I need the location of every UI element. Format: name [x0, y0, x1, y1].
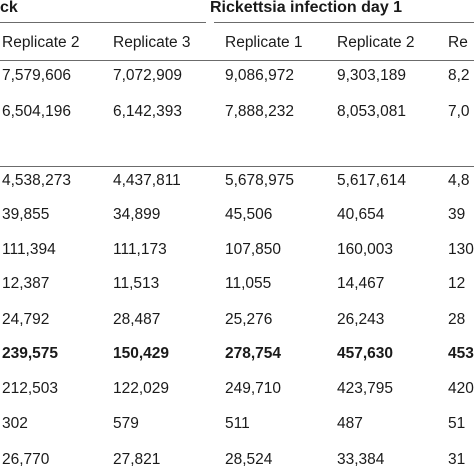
table-cell: 111,394 — [2, 241, 56, 258]
table-cell: 28,487 — [113, 311, 161, 328]
table-cell: 160,003 — [337, 241, 394, 258]
table-cell: 302 — [2, 415, 28, 432]
table-cell: 150,429 — [113, 345, 170, 362]
header-rule-right — [214, 22, 474, 23]
table-cell: 8,2 — [448, 67, 470, 84]
table-cell: 12 — [448, 275, 466, 292]
table-cell: 33,384 — [337, 451, 385, 468]
table-cell: 423,795 — [337, 380, 394, 397]
header-rule-left — [0, 22, 206, 23]
table-cell: 420 — [448, 380, 474, 397]
column-header: Re — [448, 34, 468, 51]
table-cell: 28 — [448, 311, 466, 328]
table-cell: 249,710 — [225, 380, 282, 397]
table-cell: 239,575 — [2, 345, 59, 362]
table-cell: 14,467 — [337, 275, 385, 292]
table-cell: 28,524 — [225, 451, 273, 468]
group-header-rickettsia: Rickettsia infection day 1 — [210, 0, 403, 16]
column-header: Replicate 2 — [2, 34, 80, 51]
column-header: Replicate 3 — [113, 34, 191, 51]
table-cell: 487 — [337, 415, 363, 432]
table-cell: 111,173 — [113, 241, 167, 258]
table-cell: 7,0 — [448, 103, 470, 120]
table-cell: 39 — [448, 206, 466, 223]
table-cell: 6,142,393 — [113, 103, 182, 120]
table-cell: 45,506 — [225, 206, 273, 223]
table-cell: 5,617,614 — [337, 172, 406, 189]
table-cell: 9,086,972 — [225, 67, 294, 84]
table-cell: 26,770 — [2, 451, 50, 468]
table-cell: 4,8 — [448, 172, 470, 189]
table-cell: 31 — [448, 451, 466, 468]
table-cell: 4,538,273 — [2, 172, 71, 189]
table-cell: 8,053,081 — [337, 103, 406, 120]
table-cell: 26,243 — [337, 311, 385, 328]
table-cell: 4,437,811 — [113, 172, 181, 189]
table-cell: 7,579,606 — [2, 67, 71, 84]
section-rule — [0, 166, 474, 167]
table-cell: 511 — [225, 415, 250, 432]
table-cell: 11,055 — [225, 275, 272, 292]
column-header: Replicate 2 — [337, 34, 415, 51]
table-cell: 130 — [448, 241, 474, 258]
table-cell: 9,303,189 — [337, 67, 406, 84]
table-cell: 453 — [448, 345, 474, 362]
table-cell: 24,792 — [2, 311, 50, 328]
table-cell: 457,630 — [337, 345, 394, 362]
table-cell: 11,513 — [113, 275, 160, 292]
table-cell: 7,072,909 — [113, 67, 182, 84]
table-cell: 5,678,975 — [225, 172, 294, 189]
group-header-mock: ck — [0, 0, 18, 16]
table-cell: 34,899 — [113, 206, 161, 223]
column-header-rule — [0, 60, 474, 61]
column-header: Replicate 1 — [225, 34, 303, 51]
table-cell: 122,029 — [113, 380, 170, 397]
table-cell: 212,503 — [2, 380, 59, 397]
table-cell: 39,855 — [2, 206, 50, 223]
table-cell: 278,754 — [225, 345, 282, 362]
table-cell: 27,821 — [113, 451, 161, 468]
table-cell: 40,654 — [337, 206, 385, 223]
table-cell: 12,387 — [2, 275, 50, 292]
table-cell: 6,504,196 — [2, 103, 71, 120]
table-cell: 7,888,232 — [225, 103, 294, 120]
table-cell: 579 — [113, 415, 139, 432]
table-cell: 107,850 — [225, 241, 282, 258]
table-cell: 51 — [448, 415, 466, 432]
table-cell: 25,276 — [225, 311, 273, 328]
